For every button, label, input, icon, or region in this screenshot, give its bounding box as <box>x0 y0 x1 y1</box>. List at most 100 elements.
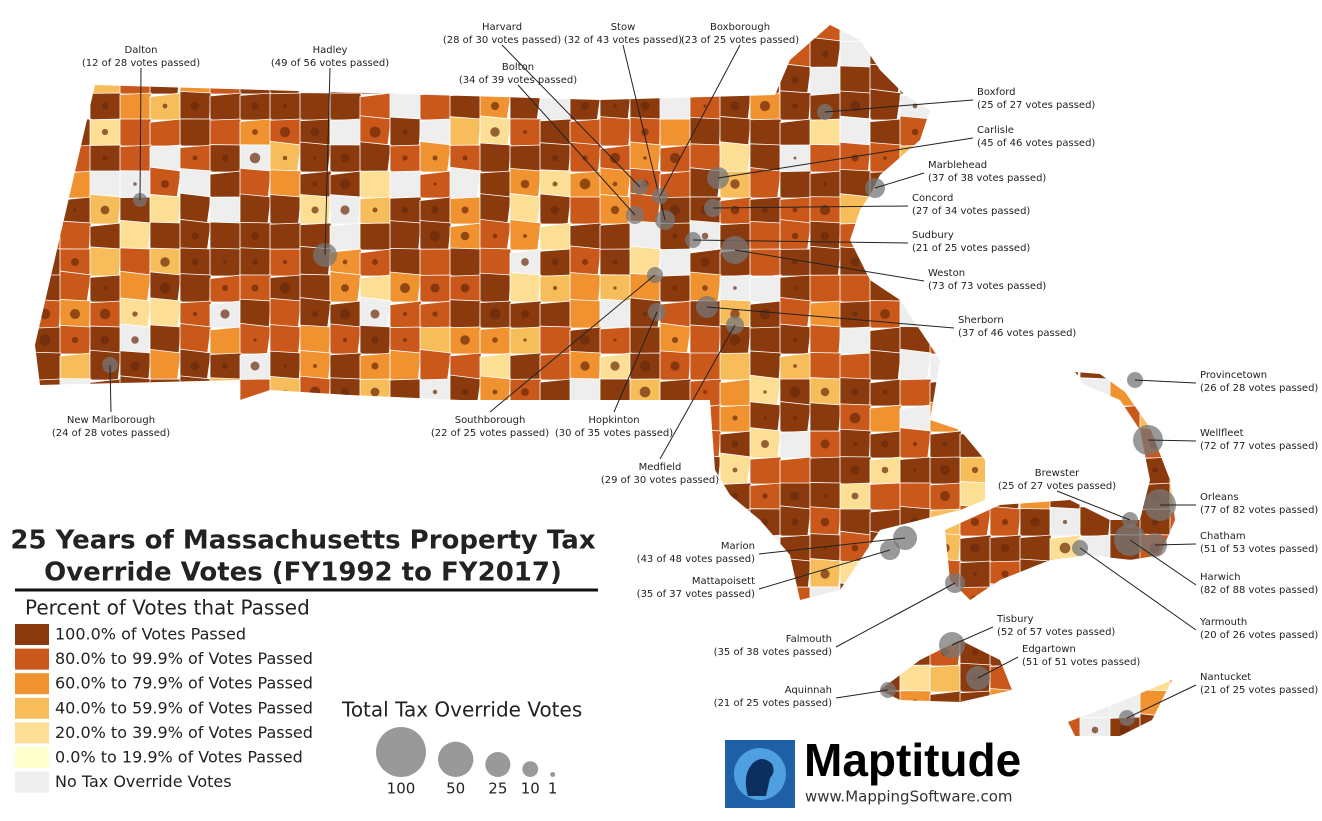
legend-label: 0.0% to 19.9% of Votes Passed <box>55 748 303 767</box>
town-dot <box>1061 154 1069 162</box>
town <box>539 325 572 355</box>
town-dot <box>311 622 319 630</box>
town <box>899 36 932 69</box>
town-name: Aquinnah <box>785 685 832 696</box>
town <box>359 664 393 693</box>
town-votes: (32 of 43 votes passed) <box>564 35 682 46</box>
town-dot <box>400 283 410 293</box>
town-dot <box>942 441 948 447</box>
town <box>659 716 692 736</box>
town-dot <box>433 520 437 524</box>
town-dot <box>672 233 678 239</box>
town <box>479 454 512 485</box>
town-dot <box>671 336 679 344</box>
town <box>749 220 782 251</box>
town <box>1169 714 1175 736</box>
town <box>809 143 842 173</box>
town <box>899 690 932 719</box>
town <box>1169 116 1175 147</box>
town-name: Brewster <box>1035 468 1080 479</box>
town <box>539 222 576 251</box>
town <box>1049 170 1084 199</box>
town <box>1109 39 1142 69</box>
town-dot <box>523 338 527 342</box>
town <box>1169 586 1175 615</box>
town-dot <box>100 49 110 59</box>
town <box>89 246 122 277</box>
leader-line <box>1147 439 1197 442</box>
town-dot <box>673 754 678 759</box>
town-dot <box>700 413 710 423</box>
town-dot <box>73 26 77 30</box>
town <box>869 557 902 589</box>
town <box>869 196 903 225</box>
town-dot <box>793 676 797 680</box>
town-dot <box>1183 286 1186 289</box>
town-dot <box>372 207 378 213</box>
town-dot <box>820 387 830 397</box>
town <box>779 456 815 485</box>
town <box>59 88 92 121</box>
town-dot <box>1000 543 1010 553</box>
town <box>119 144 154 173</box>
town-dot <box>162 103 168 109</box>
town <box>1109 248 1146 277</box>
town <box>479 142 512 173</box>
town <box>1019 300 1052 329</box>
town <box>1109 456 1143 485</box>
town-dot <box>433 78 437 82</box>
town <box>809 352 842 381</box>
town <box>149 378 182 407</box>
leader-line <box>613 311 658 413</box>
legend-swatch <box>15 624 49 645</box>
town-dot <box>340 387 350 397</box>
town-votes: (37 of 38 votes passed) <box>928 173 1046 184</box>
town-dot <box>160 257 170 267</box>
town <box>1019 404 1052 433</box>
town-dot <box>640 543 650 553</box>
town <box>749 534 784 563</box>
town <box>389 482 422 511</box>
town-dot <box>1001 570 1009 578</box>
town-dot <box>252 259 258 265</box>
town-dot <box>1151 648 1159 656</box>
town <box>35 39 62 69</box>
town-dot <box>1121 258 1129 266</box>
town-dot <box>882 389 888 395</box>
town <box>899 348 932 381</box>
town-dot <box>613 52 617 56</box>
leader-line <box>717 137 974 179</box>
town <box>59 482 94 511</box>
town-dot <box>612 181 618 187</box>
town <box>1109 25 1142 43</box>
town <box>959 404 992 433</box>
town-dot <box>581 102 589 110</box>
town-votes: (25 of 27 votes passed) <box>998 481 1116 492</box>
town-votes: (27 of 34 votes passed) <box>912 206 1030 217</box>
town <box>749 274 785 303</box>
town-dot <box>973 234 977 238</box>
town <box>899 25 934 43</box>
town-dot <box>703 390 707 394</box>
town-dot <box>820 569 830 579</box>
town-dot <box>279 282 291 294</box>
town-dot <box>313 520 317 524</box>
town <box>779 586 812 615</box>
town-name: Medfield <box>639 462 682 473</box>
town <box>1139 348 1172 381</box>
town-dot <box>220 491 230 501</box>
town-dot <box>251 102 259 110</box>
town <box>719 352 752 381</box>
town <box>1049 248 1083 277</box>
town-dot <box>940 491 950 501</box>
town-dot <box>1150 75 1160 85</box>
town <box>179 456 215 485</box>
town-dot <box>131 492 139 500</box>
town <box>659 92 693 121</box>
town-dot <box>433 182 437 186</box>
town-dot <box>399 438 411 450</box>
town <box>929 401 962 433</box>
town <box>629 660 662 693</box>
town <box>569 637 602 667</box>
town <box>989 352 1025 381</box>
